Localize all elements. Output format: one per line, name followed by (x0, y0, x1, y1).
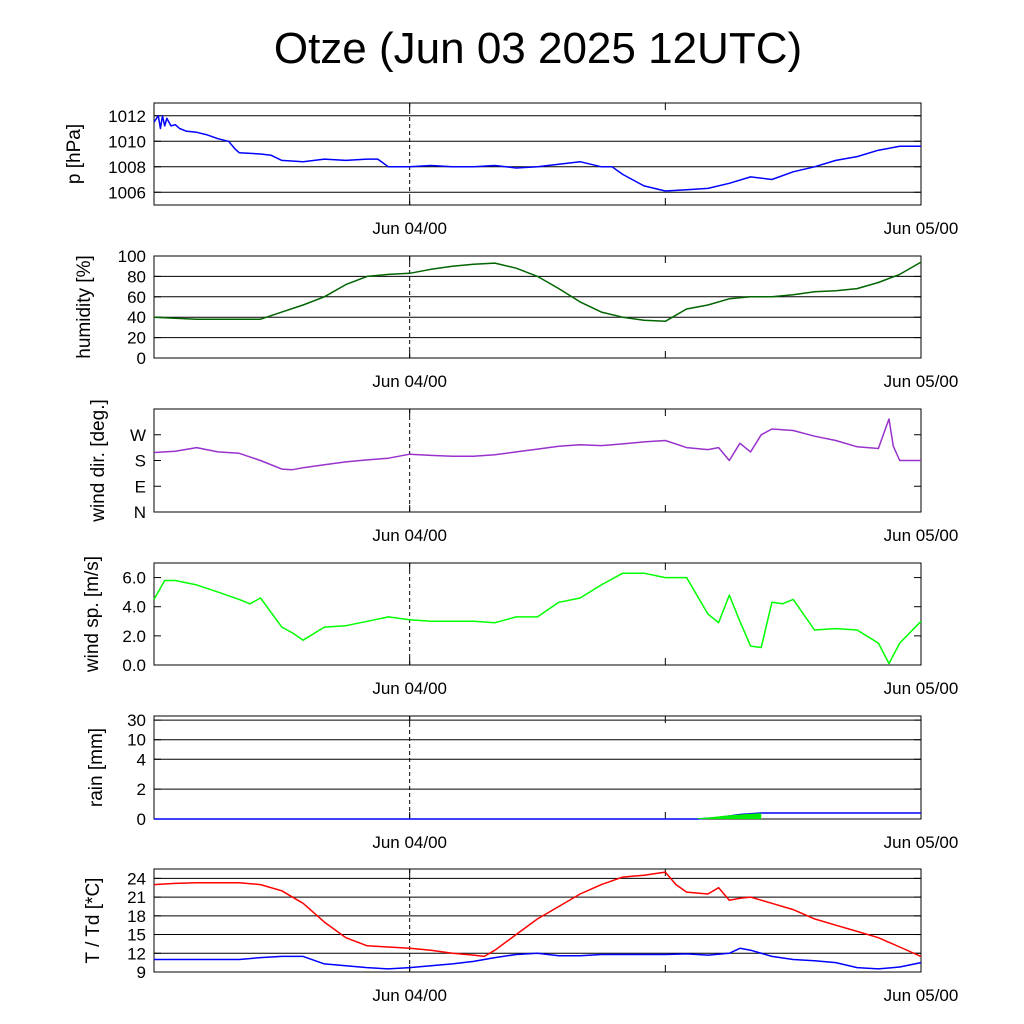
y-tick-label: E (135, 477, 146, 496)
y-tick-label: 100 (118, 247, 146, 266)
x-tick-label: Jun 04/00 (372, 833, 447, 852)
x-tick-label: Jun 05/00 (884, 986, 959, 1005)
x-tick-label: Jun 04/00 (372, 219, 447, 238)
y-axis-label: wind sp. [m/s] (82, 556, 103, 673)
x-tick-label: Jun 04/00 (372, 526, 447, 545)
y-tick-label: 80 (127, 267, 146, 286)
series-line-0-0 (153, 115, 921, 192)
y-axis-label: T / Td [*C] (83, 878, 104, 964)
panel-frame-1 (153, 255, 922, 359)
y-tick-label: 0 (137, 810, 146, 829)
y-tick-label: 40 (127, 308, 146, 327)
x-tick-label: Jun 04/00 (372, 372, 447, 391)
series-line-2-0 (153, 418, 921, 471)
x-tick-label: Jun 05/00 (884, 679, 959, 698)
y-tick-label: 12 (127, 944, 146, 963)
x-tick-label: Jun 05/00 (884, 219, 959, 238)
panel-frame-3 (153, 562, 922, 666)
y-tick-label: 10 (127, 731, 146, 750)
y-tick-label: N (134, 503, 146, 522)
x-tick-label: Jun 05/00 (884, 372, 959, 391)
y-tick-label: 6.0 (122, 569, 146, 588)
y-tick-label: 1010 (108, 132, 146, 151)
y-tick-label: 21 (127, 888, 146, 907)
y-tick-label: 1008 (108, 158, 146, 177)
y-tick-label: 2.0 (122, 627, 146, 646)
y-tick-label: W (130, 426, 146, 445)
x-tick-label: Jun 04/00 (372, 986, 447, 1005)
y-tick-label: S (135, 452, 146, 471)
y-tick-label: 0 (137, 349, 146, 368)
y-tick-label: 0.0 (122, 656, 146, 675)
x-tick-label: Jun 05/00 (884, 833, 959, 852)
panel-frame-0 (153, 102, 922, 206)
y-tick-label: 60 (127, 288, 146, 307)
series-line-1-0 (153, 261, 922, 323)
y-tick-label: 2 (137, 780, 146, 799)
panel-frame-2 (153, 408, 922, 513)
series-line-4-0 (154, 812, 921, 820)
x-tick-label: Jun 04/00 (372, 679, 447, 698)
series-line-5-0 (153, 871, 922, 958)
x-tick-label: Jun 05/00 (884, 526, 959, 545)
y-axis-label: humidity [%] (74, 255, 95, 358)
y-tick-label: 9 (137, 963, 146, 982)
y-tick-label: 1006 (108, 183, 146, 202)
panel-frame-4 (153, 715, 922, 820)
rain-area (697, 813, 762, 819)
y-tick-label: 20 (127, 329, 146, 348)
y-tick-label: 4 (137, 750, 146, 769)
series-line-3-0 (153, 572, 922, 665)
y-axis-label: p [hPa] (64, 124, 85, 184)
y-tick-label: 24 (127, 869, 146, 888)
y-axis-label: wind dir. [deg.] (88, 399, 109, 523)
chart-title: Otze (Jun 03 2025 12UTC) (273, 24, 803, 73)
y-tick-label: 4.0 (122, 598, 146, 617)
y-tick-label: 1012 (108, 107, 146, 126)
y-tick-label: 15 (127, 926, 146, 945)
y-tick-label: 30 (127, 711, 146, 730)
y-tick-label: 18 (127, 907, 146, 926)
series-line-5-1 (154, 947, 922, 970)
y-axis-label: rain [mm] (86, 728, 107, 807)
